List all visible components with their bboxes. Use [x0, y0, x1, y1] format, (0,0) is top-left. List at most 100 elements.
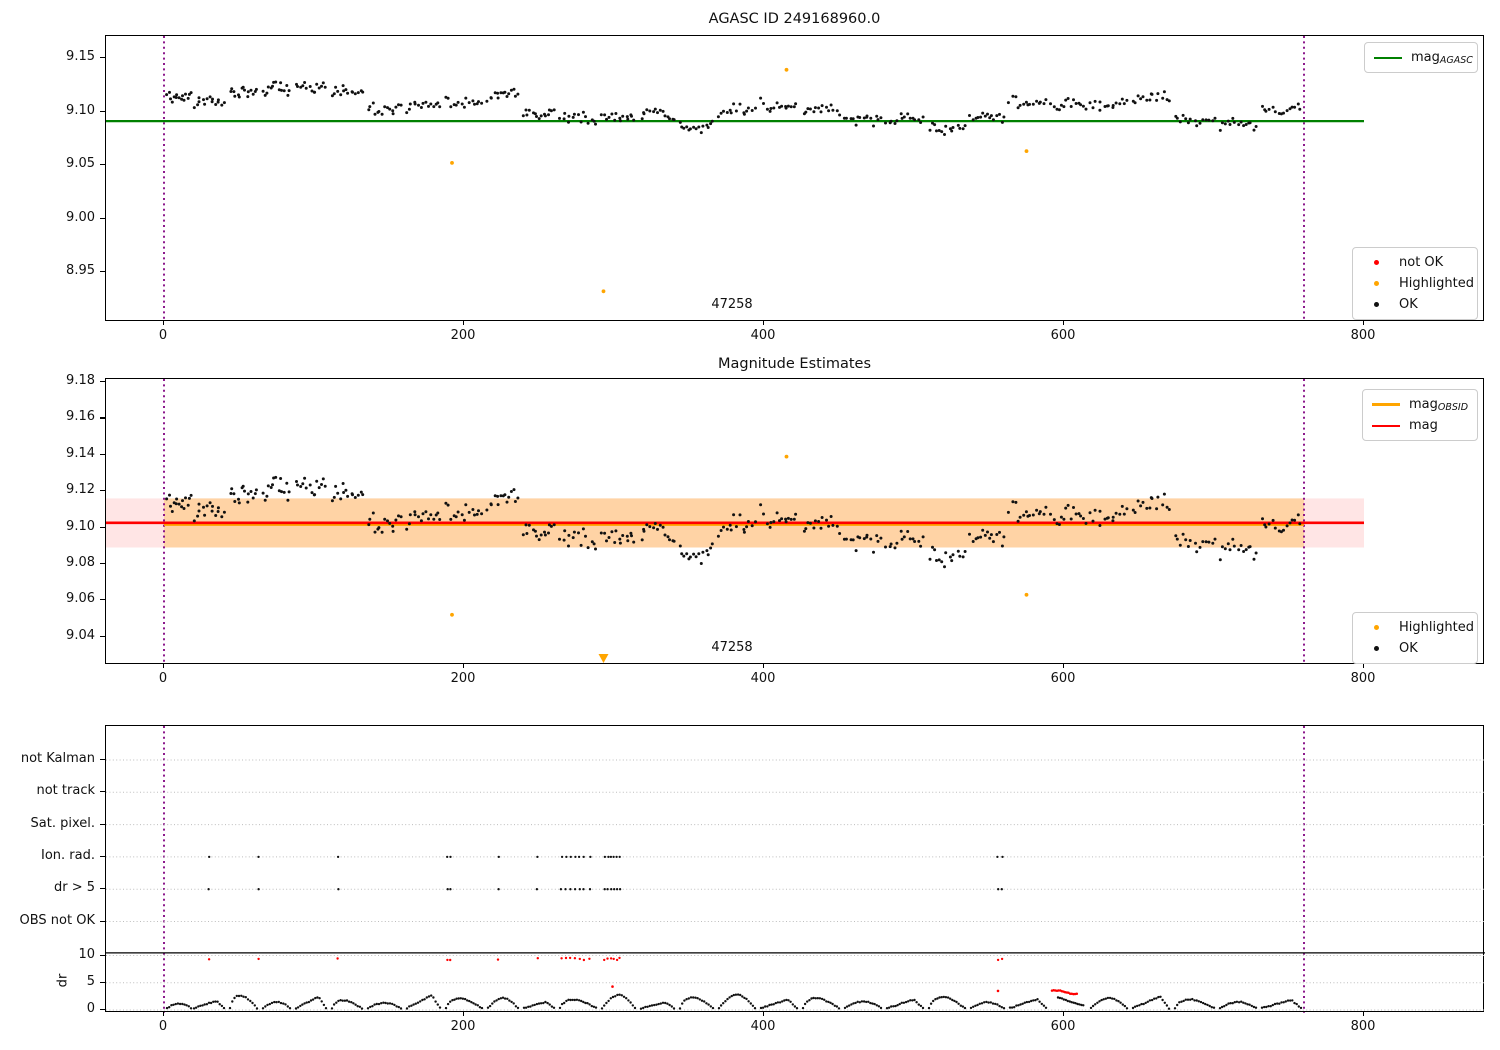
y-tick-mark — [100, 526, 105, 528]
flag-category-label: Sat. pixel. — [30, 815, 95, 831]
x-tick-label: 400 — [750, 671, 776, 686]
y-tick-label: 9.14 — [66, 445, 95, 461]
y-tick-mark — [100, 791, 105, 793]
middle-line-legend: magOBSID mag — [1362, 389, 1478, 441]
x-tick-mark — [163, 321, 165, 325]
y-tick-mark — [100, 823, 105, 825]
y-tick-mark — [100, 164, 105, 166]
y-tick-mark — [100, 599, 105, 601]
flag-category-label: OBS not OK — [19, 912, 96, 928]
legend-row-highlighted-2: Highlighted — [1359, 617, 1474, 638]
middle-magnitude-plot — [105, 378, 1484, 665]
y-tick-mark — [100, 1009, 105, 1011]
y-tick-label: 9.08 — [66, 554, 95, 570]
mag-agasc-line-swatch — [1371, 56, 1405, 59]
top-magnitude-plot — [105, 35, 1484, 322]
highlighted-dot-icon — [1373, 281, 1379, 286]
legend-row-ok-2: OK — [1359, 638, 1469, 659]
flag-category-label: Ion. rad. — [41, 847, 95, 863]
x-tick-mark — [1363, 664, 1365, 668]
y-tick-mark — [100, 417, 105, 419]
x-tick-mark — [463, 321, 465, 325]
dr-tick-label: 0 — [86, 1001, 95, 1016]
y-tick-mark — [100, 954, 105, 956]
legend-row-ok: OK — [1359, 294, 1469, 315]
bottom-plot-canvas — [106, 726, 1485, 1013]
x-tick-label: 200 — [450, 328, 476, 343]
y-tick-mark — [100, 217, 105, 219]
y-tick-mark — [100, 855, 105, 858]
obsid-annotation-middle: 47258 — [711, 640, 753, 655]
y-tick-label: 9.00 — [66, 209, 95, 225]
x-tick-label: 400 — [750, 328, 776, 343]
x-tick-mark — [1063, 1012, 1065, 1016]
y-tick-label: 9.15 — [66, 49, 95, 64]
y-tick-mark — [100, 562, 105, 565]
x-tick-mark — [1363, 1012, 1365, 1016]
top-line-legend: magAGASC — [1364, 42, 1478, 73]
x-tick-label: 400 — [750, 1019, 776, 1034]
legend-row-highlighted: Highlighted — [1359, 273, 1474, 294]
dr-tick-label: 10 — [78, 946, 95, 962]
x-tick-label: 800 — [1350, 671, 1376, 686]
obsid-annotation-top: 47258 — [711, 297, 753, 312]
middle-plot-title: Magnitude Estimates — [717, 356, 872, 372]
y-tick-label: 9.10 — [66, 518, 95, 534]
y-tick-mark — [100, 888, 105, 890]
x-tick-label: 0 — [158, 1019, 168, 1034]
orange-line-icon — [1372, 403, 1400, 406]
x-tick-label: 800 — [1350, 1019, 1376, 1034]
x-tick-label: 0 — [158, 671, 168, 686]
x-tick-label: 600 — [1050, 328, 1076, 343]
dr-tick-label: 5 — [86, 973, 95, 989]
top-plot-title: AGASC ID 249168960.0 — [708, 11, 881, 27]
mag-line-swatch — [1369, 424, 1403, 427]
y-tick-label: 9.16 — [66, 409, 95, 425]
middle-points-legend: Highlighted OK — [1352, 612, 1478, 664]
mag-obsid-line-swatch — [1369, 403, 1403, 406]
x-tick-label: 800 — [1350, 328, 1376, 343]
y-tick-mark — [100, 381, 105, 383]
y-tick-mark — [100, 271, 105, 273]
bottom-flags-dr-plot — [105, 725, 1485, 1013]
y-tick-mark — [100, 981, 105, 983]
x-tick-mark — [163, 1012, 165, 1016]
ok-dot-icon — [1373, 646, 1379, 651]
y-tick-mark — [100, 110, 105, 112]
x-tick-mark — [763, 321, 765, 325]
x-tick-mark — [1063, 664, 1065, 668]
flag-category-label: not track — [36, 783, 95, 799]
middle-plot-canvas — [106, 379, 1364, 665]
x-tick-label: 200 — [450, 671, 476, 686]
x-tick-label: 600 — [1050, 671, 1076, 686]
x-tick-label: 200 — [450, 1019, 476, 1034]
legend-row-mag: mag — [1369, 415, 1469, 436]
y-tick-label: 9.04 — [66, 627, 95, 643]
x-tick-mark — [463, 1012, 465, 1016]
flag-category-label: not Kalman — [20, 751, 95, 766]
legend-row-mag-agasc: magAGASC — [1371, 47, 1473, 68]
y-tick-label: 9.05 — [66, 156, 95, 171]
x-tick-label: 0 — [158, 328, 168, 343]
red-line-icon — [1372, 424, 1400, 427]
top-points-legend: not OK Highlighted OK — [1352, 247, 1478, 320]
y-tick-label: 9.18 — [66, 373, 95, 388]
x-tick-mark — [1363, 321, 1365, 325]
legend-row-mag-obsid: magOBSID — [1369, 394, 1469, 415]
top-plot-canvas — [106, 36, 1364, 322]
y-tick-label: 8.95 — [66, 263, 95, 278]
not-ok-dot-icon — [1373, 260, 1379, 265]
y-tick-label: 9.10 — [66, 102, 95, 118]
x-tick-label: 600 — [1050, 1019, 1076, 1034]
ok-dot-icon — [1373, 302, 1379, 307]
y-tick-mark — [100, 920, 105, 922]
y-tick-mark — [100, 453, 105, 455]
y-tick-label: 9.12 — [66, 482, 95, 498]
y-tick-mark — [100, 759, 105, 761]
y-tick-label: 9.06 — [66, 591, 95, 607]
highlighted-dot-icon — [1373, 625, 1379, 630]
flag-category-label: dr > 5 — [53, 880, 95, 896]
x-tick-mark — [1063, 321, 1065, 325]
x-tick-mark — [763, 664, 765, 668]
